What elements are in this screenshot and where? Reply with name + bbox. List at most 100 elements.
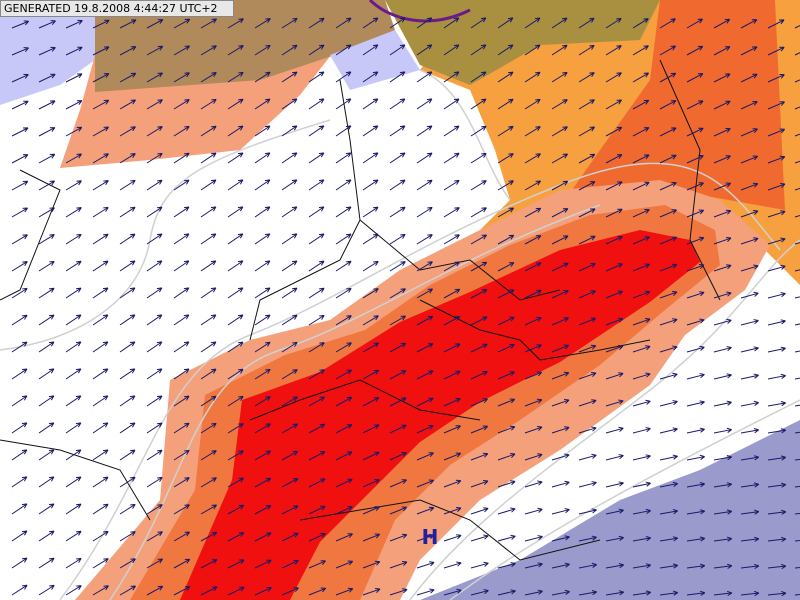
wind-arrow [281,396,298,407]
wind-arrow [416,533,435,542]
wind-arrow [767,19,785,29]
wind-arrow [794,350,800,353]
wind-arrow [92,558,109,569]
wind-arrow [497,234,515,245]
wind-arrow [362,397,380,407]
wind-arrow [65,503,82,515]
wind-arrow [713,291,732,299]
wind-arrow [605,72,622,83]
wind-arrow [92,153,109,164]
wind-arrow [497,153,514,164]
wind-arrow [470,507,489,515]
wind-arrow [281,559,299,569]
wind-arrow [686,345,705,353]
wind-arrow [740,182,759,191]
wind-arrow [551,508,570,515]
wind-arrow [767,237,786,245]
hot-area [95,0,395,92]
wind-arrow [416,397,434,407]
wind-arrow [119,368,136,380]
wind-arrow [578,235,596,245]
wind-arrow [200,72,217,83]
wind-arrow [335,125,352,137]
wind-arrow [605,344,624,353]
wind-arrow [443,370,461,380]
wind-arrow [65,476,82,488]
wind-arrow [308,152,325,164]
wind-arrow [281,71,298,83]
wind-arrow [362,233,379,245]
wind-arrow [11,154,29,164]
wind-arrow [551,153,569,164]
wind-arrow [362,179,379,191]
wind-arrow [389,506,408,515]
wind-arrow [632,181,650,191]
cold-area [330,30,420,90]
wind-arrow [470,44,487,56]
wind-arrow [497,480,516,488]
wind-arrow [200,477,217,488]
wind-arrow [470,425,489,434]
wind-arrow [605,399,624,407]
wind-arrow [200,98,217,110]
wind-arrow [38,260,55,272]
wind-arrow [65,180,82,191]
wind-arrow [551,126,568,137]
wind-arrow [443,534,462,542]
wind-arrow [227,206,244,218]
wind-arrow [200,18,218,29]
wind-arrow [767,563,787,570]
wind-arrow [308,17,325,29]
wind-arrow [335,396,353,407]
wind-arrow [335,560,354,569]
wind-arrow [200,559,218,569]
wind-arrow [605,317,624,326]
wind-arrow [11,341,28,353]
wind-arrow [470,370,488,380]
wind-arrow [767,46,785,56]
wind-arrow [686,127,704,137]
hot-band [180,230,700,600]
wind-arrow [38,127,56,137]
wind-arrow [524,180,542,191]
wind-arrow [308,206,325,218]
wind-arrow [632,536,652,542]
wind-arrow [524,126,541,137]
wind-arrow [740,509,760,515]
wind-arrow [416,588,435,596]
wind-arrow [470,125,487,137]
wind-arrow [443,44,460,56]
wind-arrow [227,260,244,272]
wind-arrow [632,72,650,83]
wind-arrow [740,209,759,218]
wind-arrow [119,503,136,515]
wind-arrow [11,207,29,218]
wind-arrow [794,160,800,164]
wind-arrow [470,289,488,299]
wind-arrow [686,454,705,461]
wind-arrow [11,368,28,380]
wind-arrow [227,559,245,569]
wind-arrow [389,233,406,245]
wind-arrow [146,504,163,515]
wind-arrow [254,559,272,569]
wind-arrow [767,401,787,407]
wind-arrow [470,398,488,407]
wind-arrow [632,399,651,407]
wind-arrow [146,395,163,407]
wind-arrow [227,586,245,596]
wind-arrow [632,127,650,137]
wind-arrow [578,371,597,380]
wind-arrow [173,477,190,488]
wind-arrow [524,316,542,326]
wind-arrow [362,451,380,461]
wind-arrow [578,508,597,515]
wind-arrow [119,126,136,137]
wind-arrow [254,71,271,83]
wind-arrow [389,315,407,326]
wind-arrow [605,563,625,569]
wind-arrow [281,505,299,515]
wind-arrow [578,181,596,191]
wind-arrow [659,345,678,353]
wind-arrow [308,44,325,56]
